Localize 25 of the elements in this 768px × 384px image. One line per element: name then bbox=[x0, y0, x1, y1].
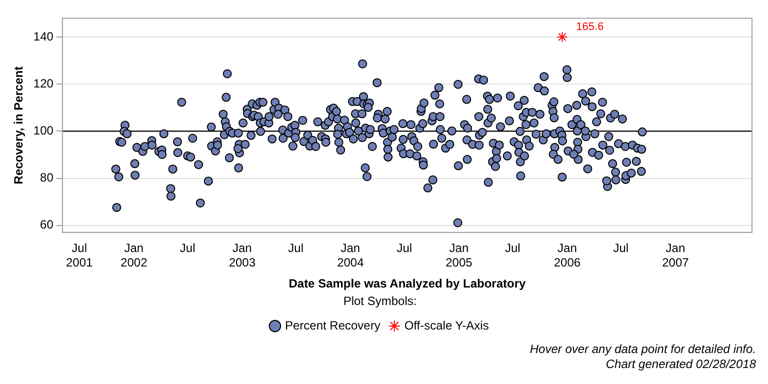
y-tick-label: 120 bbox=[33, 76, 54, 90]
text: Chart generated 02/28/2018 bbox=[604, 357, 757, 372]
x-tick-label: Jan 2005 bbox=[446, 240, 473, 270]
x-tick-label: Jul bbox=[180, 240, 196, 255]
y-tick-label: 100 bbox=[33, 123, 54, 138]
x-tick-label: Jan 2003 bbox=[228, 240, 256, 270]
x-tick-label: Jan 2004 bbox=[337, 240, 364, 270]
x-tick-label: Jan 2007 bbox=[662, 240, 690, 270]
x-tick-label: Jul bbox=[504, 240, 520, 255]
y-tick-label: 140 bbox=[33, 29, 54, 44]
x-tick-label: Jul bbox=[613, 240, 629, 255]
y-tick-label: 60 bbox=[40, 218, 54, 232]
y-tick-label: 80 bbox=[40, 170, 54, 185]
text: Hover over any data point for detailed info. bbox=[528, 342, 757, 357]
annotation: 165.6 bbox=[576, 21, 604, 34]
x-axis-title: Date Sample was Analyzed by Laboratory bbox=[288, 276, 526, 291]
x-tick-label: Jan 2006 bbox=[554, 240, 581, 270]
legend-label: Percent Recovery bbox=[284, 318, 380, 332]
legend-label: Off-scale Y-Axis bbox=[404, 318, 489, 332]
x-tick-label: Jul bbox=[396, 240, 412, 255]
x-tick-label: Jul 2001 bbox=[66, 240, 93, 270]
x-tick-label: Jan 2002 bbox=[120, 240, 148, 270]
x-tick-label: Jul bbox=[288, 240, 304, 255]
legend-title: Plot Symbols: bbox=[343, 294, 417, 308]
y-axis-title: Recovery, in Percent bbox=[12, 66, 26, 184]
